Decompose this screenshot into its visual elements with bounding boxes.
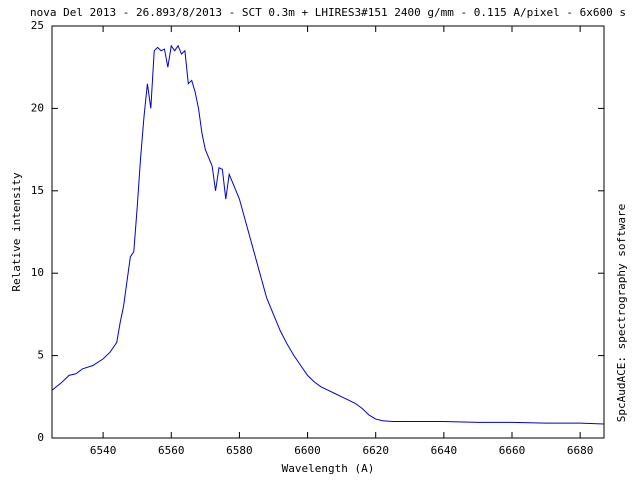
x-tick-label: 6540 <box>90 444 117 457</box>
x-tick-label: 6620 <box>362 444 389 457</box>
x-axis-label: Wavelength (A) <box>282 462 375 475</box>
y-tick-label: 10 <box>31 266 44 279</box>
y-tick-label: 5 <box>37 349 44 362</box>
y-tick-label: 15 <box>31 184 44 197</box>
y-tick-label: 0 <box>37 431 44 444</box>
spectrum-line <box>51 44 605 425</box>
y-tick-label: 25 <box>31 19 44 32</box>
x-tick-label: 6600 <box>294 444 321 457</box>
x-tick-label: 6680 <box>567 444 594 457</box>
x-tick-label: 6580 <box>226 444 253 457</box>
chart-title: nova Del 2013 - 26.893/8/2013 - SCT 0.3m… <box>30 6 626 19</box>
y-axis-label: Relative intensity <box>10 172 23 292</box>
plot-border <box>51 25 605 439</box>
side-note: SpcAudACE: spectrography software <box>615 204 628 423</box>
x-tick-label: 6660 <box>499 444 526 457</box>
y-tick-label: 20 <box>31 101 44 114</box>
x-tick-label: 6560 <box>158 444 185 457</box>
x-tick-label: 6640 <box>431 444 458 457</box>
